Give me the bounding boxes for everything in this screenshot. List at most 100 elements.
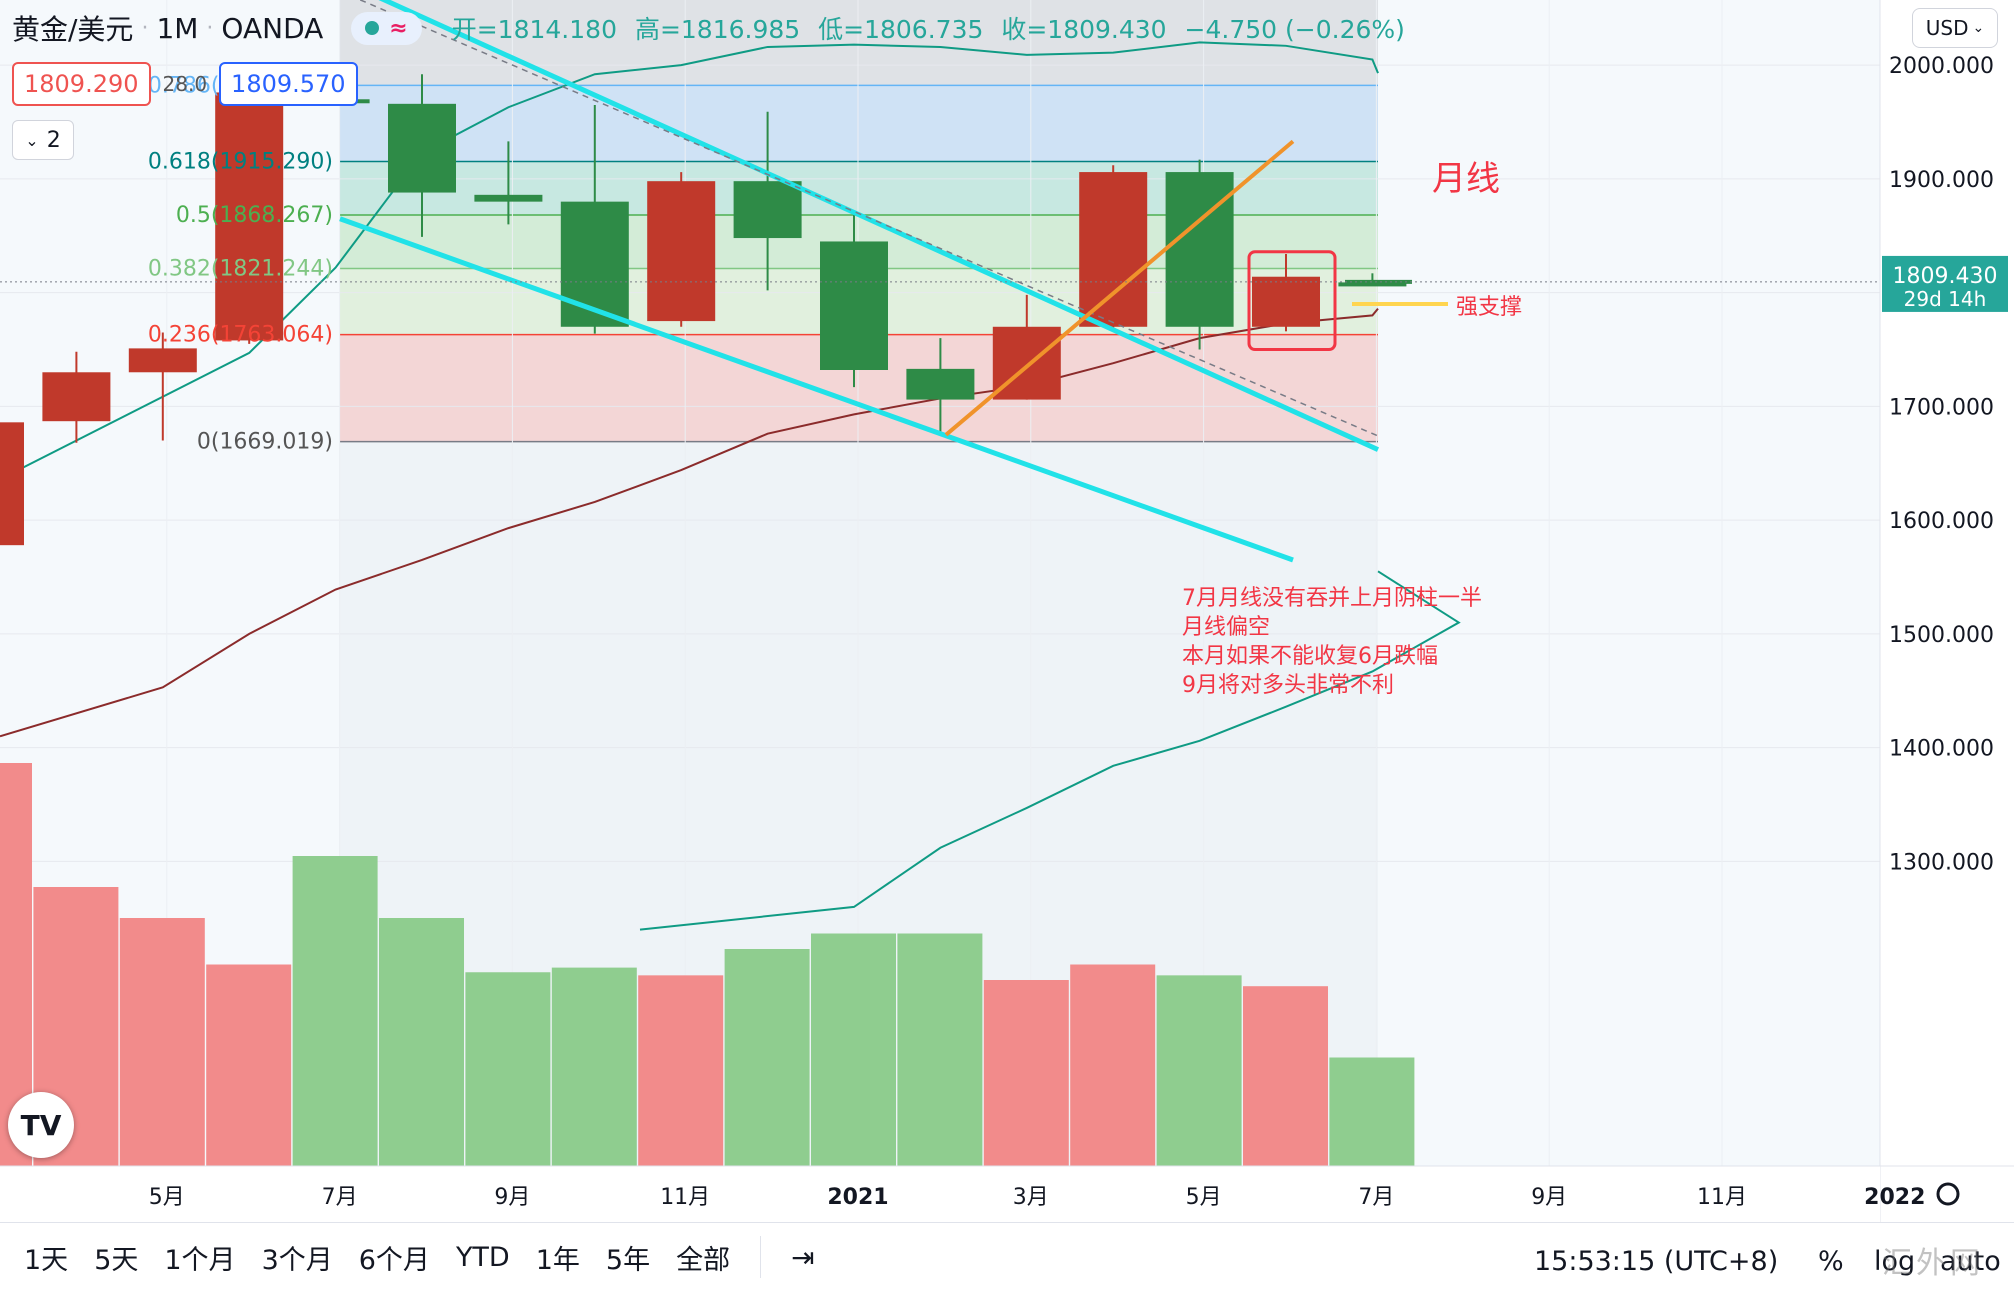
low-value: 低=1806.735 <box>818 15 984 44</box>
time-tick-label: 7月 <box>322 1185 358 1210</box>
trade-panel: 1809.290 28.0 1809.570 <box>12 62 358 106</box>
range-button-6m[interactable]: 6个月 <box>358 1244 430 1276</box>
countdown-label: 29d 14h <box>1904 287 1987 311</box>
ohlc-values: 开=1814.180 高=1816.985 低=1806.735 收=1809.… <box>452 10 1415 46</box>
volume-bar <box>724 949 810 1166</box>
drawings <box>0 0 1880 563</box>
volume-bar <box>1243 986 1328 1166</box>
chart-title-annotation: 月线 <box>1432 159 1500 199</box>
indicator-toggle[interactable]: ≈ <box>351 11 422 45</box>
range-button-all[interactable]: 全部 <box>676 1244 731 1276</box>
close-value: 收=1809.430 <box>1001 15 1167 44</box>
fib-trend-dashed-line <box>358 0 1379 437</box>
status-dot-icon <box>365 21 380 35</box>
fib-level-label: 0.5(1868.267) <box>176 203 333 228</box>
range-button-1d[interactable]: 1天 <box>24 1244 69 1276</box>
uptrend-line <box>944 139 1295 437</box>
currency-select[interactable]: USD ⌄ <box>1912 8 1998 48</box>
volume-bar <box>897 933 983 1166</box>
clock-display[interactable]: 15:53:15 (UTC+8) <box>1534 1246 1779 1277</box>
support-annotation: 强支撑 <box>1456 295 1522 320</box>
ma-line-long <box>639 570 1461 931</box>
chevron-down-icon: ⌄ <box>1972 20 1985 36</box>
header-separator: · <box>206 15 214 41</box>
volume-bar <box>1329 1057 1415 1166</box>
range-button-1y[interactable]: 1年 <box>535 1244 580 1276</box>
candle-body <box>733 181 802 239</box>
range-button-1m[interactable]: 1个月 <box>164 1244 236 1276</box>
currency-label: USD <box>1925 16 1969 40</box>
time-tick-label: 9月 <box>494 1185 530 1210</box>
fib-level-label: 0.236(1763.064) <box>148 323 333 348</box>
open-value: 开=1814.180 <box>451 15 617 44</box>
note-annotation: 9月将对多头非常不利 <box>1182 673 1394 698</box>
tradingview-logo-icon[interactable]: TV <box>8 1092 74 1158</box>
volume-bar <box>811 933 896 1166</box>
volume-bars <box>0 763 1415 1166</box>
percent-scale-button[interactable]: % <box>1818 1246 1844 1277</box>
price-tick-label: 1600.000 <box>1889 509 1994 534</box>
time-axis-background <box>0 1166 1880 1222</box>
price-tick-label: 1900.000 <box>1889 168 1994 193</box>
time-tick-label: 11月 <box>660 1185 710 1210</box>
current-price-tag <box>1882 255 2008 312</box>
moving-averages <box>0 41 1461 931</box>
candle-body <box>215 92 284 341</box>
price-tick-label: 1300.000 <box>1889 850 1994 875</box>
note-annotation: 月线偏空 <box>1182 615 1270 640</box>
volume-bar <box>1156 975 1242 1166</box>
collapse-count: 2 <box>46 127 61 153</box>
axis-background <box>1880 0 2014 1222</box>
range-button-5y[interactable]: 5年 <box>605 1244 651 1276</box>
symbol-name[interactable]: 黄金/美元 <box>12 13 134 46</box>
note-annotation: 7月月线没有吞并上月阴柱一半 <box>1182 586 1482 611</box>
header-bar: 黄金/美元 · 1M · OANDA ≈ 开=1814.180 高=1816.9… <box>0 0 1415 56</box>
volume-bar <box>465 972 551 1166</box>
toolbar-divider <box>760 1236 762 1278</box>
volume-bar <box>1070 964 1156 1166</box>
volume-bar <box>206 964 292 1166</box>
candle-body <box>474 194 543 202</box>
candle-body <box>0 422 24 546</box>
ma-line-teal <box>0 41 1379 481</box>
ma-line-brown <box>0 307 1379 738</box>
time-tick-label: 5月 <box>149 1185 185 1210</box>
fib-level-label: 0(1669.019) <box>197 430 333 455</box>
bottom-toolbar: 1天 5天 1个月 3个月 6个月 YTD 1年 5年 全部 ⇥ <box>0 1222 2014 1291</box>
range-button-ytd[interactable]: YTD <box>455 1241 510 1273</box>
fib-band <box>340 85 1378 162</box>
interval-label[interactable]: 1M <box>156 11 199 45</box>
candle-body <box>1338 282 1407 287</box>
time-tick-label: 9月 <box>1531 1185 1567 1210</box>
calendar-goto-icon[interactable]: ⇥ <box>791 1240 815 1274</box>
volume-bar <box>292 856 378 1166</box>
price-tick-label: 1500.000 <box>1889 623 1994 648</box>
watermark-text: 汇外网 <box>1882 1246 1984 1281</box>
candle-body <box>820 241 888 370</box>
buy-price-button[interactable]: 1809.570 <box>219 62 358 106</box>
volume-bar <box>379 918 464 1166</box>
range-button-5d[interactable]: 5天 <box>94 1244 139 1276</box>
highlight-box <box>1247 250 1337 352</box>
volume-bar <box>638 975 724 1166</box>
candle-body <box>1165 172 1234 327</box>
collapse-button[interactable]: ⌄ 2 <box>12 120 74 160</box>
time-tick-label: 3月 <box>1013 1185 1049 1210</box>
log-scale-button[interactable]: log <box>1874 1246 1916 1277</box>
change-value: −4.750 (−0.26%) <box>1184 15 1405 44</box>
fib-level-label: 0.382(1821.244) <box>148 256 333 281</box>
price-tick-label: 1700.000 <box>1889 395 1994 420</box>
candles <box>0 74 1407 546</box>
candle-body <box>1252 276 1320 327</box>
broker-label: OANDA <box>221 11 324 45</box>
sell-price-button[interactable]: 1809.290 <box>12 62 151 106</box>
candle-body <box>128 348 197 373</box>
time-tick-label: 2021 <box>827 1185 888 1210</box>
channel-upper-line <box>378 0 1380 452</box>
time-axis: 5月 7月 9月 11月 2021 3月 5月 7月 9月 11月 2022 <box>0 1165 2014 1222</box>
fib-level-label: 0.618(1915.290) <box>148 150 333 175</box>
range-button-3m[interactable]: 3个月 <box>261 1244 333 1276</box>
auto-scale-button[interactable]: auto <box>1940 1246 2001 1277</box>
candle-body <box>560 201 629 327</box>
